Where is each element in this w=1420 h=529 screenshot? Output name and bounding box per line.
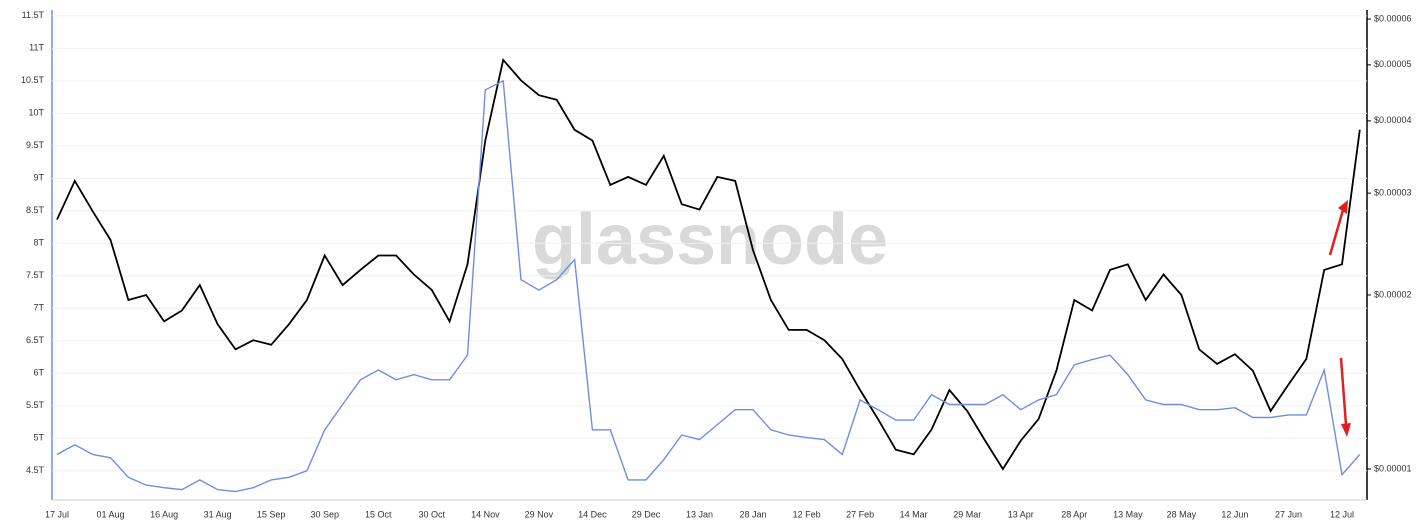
- y2-tick-label: $0.00003: [1374, 187, 1412, 197]
- x-tick-label: 28 Jan: [740, 509, 767, 519]
- x-tick-label: 27 Jun: [1275, 509, 1302, 519]
- x-tick-label: 28 Apr: [1061, 509, 1087, 519]
- x-tick-label: 30 Sep: [310, 509, 339, 519]
- x-tick-label: 14 Nov: [471, 509, 500, 519]
- x-tick-label: 31 Aug: [204, 509, 232, 519]
- x-tick-label: 14 Mar: [900, 509, 928, 519]
- y2-tick-label: $0.00005: [1374, 59, 1412, 69]
- y-tick-label: 9.5T: [26, 140, 45, 150]
- series-line: [56, 79, 1361, 493]
- x-tick-label: 14 Dec: [578, 509, 607, 519]
- x-tick-label: 16 Aug: [150, 509, 178, 519]
- x-tick-label: 15 Sep: [257, 509, 286, 519]
- x-tick-label: 13 Apr: [1008, 509, 1034, 519]
- x-tick-label: 12 Jun: [1221, 509, 1248, 519]
- y-tick-label: 11.5T: [22, 10, 45, 20]
- y2-tick-label: $0.00001: [1374, 463, 1412, 473]
- y-tick-label: 10.5T: [21, 75, 45, 85]
- y-tick-label: 5.5T: [26, 400, 45, 410]
- x-tick-label: 29 Mar: [953, 509, 981, 519]
- x-tick-label: 28 May: [1167, 509, 1197, 519]
- y-tick-label: 11T: [29, 43, 44, 53]
- x-tick-label: 29 Nov: [525, 509, 554, 519]
- x-tick-label: 12 Jul: [1330, 509, 1354, 519]
- arrow-up: [1328, 200, 1348, 256]
- y2-tick-label: $0.00002: [1374, 289, 1412, 299]
- x-tick-label: 27 Feb: [846, 509, 874, 519]
- y-tick-label: 7T: [33, 303, 44, 313]
- y-tick-label: 9T: [33, 173, 44, 183]
- y-tick-label: 4.5T: [26, 465, 45, 475]
- y-tick-label: 10T: [28, 108, 44, 118]
- watermark: glassnode: [532, 200, 888, 280]
- y2-tick-label: $0.00006: [1374, 13, 1412, 23]
- y-tick-label: 6.5T: [26, 335, 45, 345]
- x-tick-label: 13 May: [1113, 509, 1143, 519]
- y-tick-label: 6T: [33, 368, 44, 378]
- y2-tick-label: $0.00004: [1374, 115, 1412, 125]
- x-tick-label: 13 Jan: [686, 509, 713, 519]
- y-tick-label: 8.5T: [26, 205, 45, 215]
- arrow-down: [1339, 357, 1351, 437]
- x-tick-label: 15 Oct: [365, 509, 392, 519]
- y-tick-label: 7.5T: [26, 270, 45, 280]
- series-line: [56, 57, 1361, 471]
- y-tick-label: 5T: [33, 433, 44, 443]
- x-tick-label: 30 Oct: [419, 509, 446, 519]
- x-tick-label: 17 Jul: [45, 509, 69, 519]
- y-tick-label: 8T: [33, 238, 44, 248]
- x-tick-label: 12 Feb: [793, 509, 821, 519]
- x-tick-label: 01 Aug: [97, 509, 125, 519]
- x-tick-label: 29 Dec: [632, 509, 661, 519]
